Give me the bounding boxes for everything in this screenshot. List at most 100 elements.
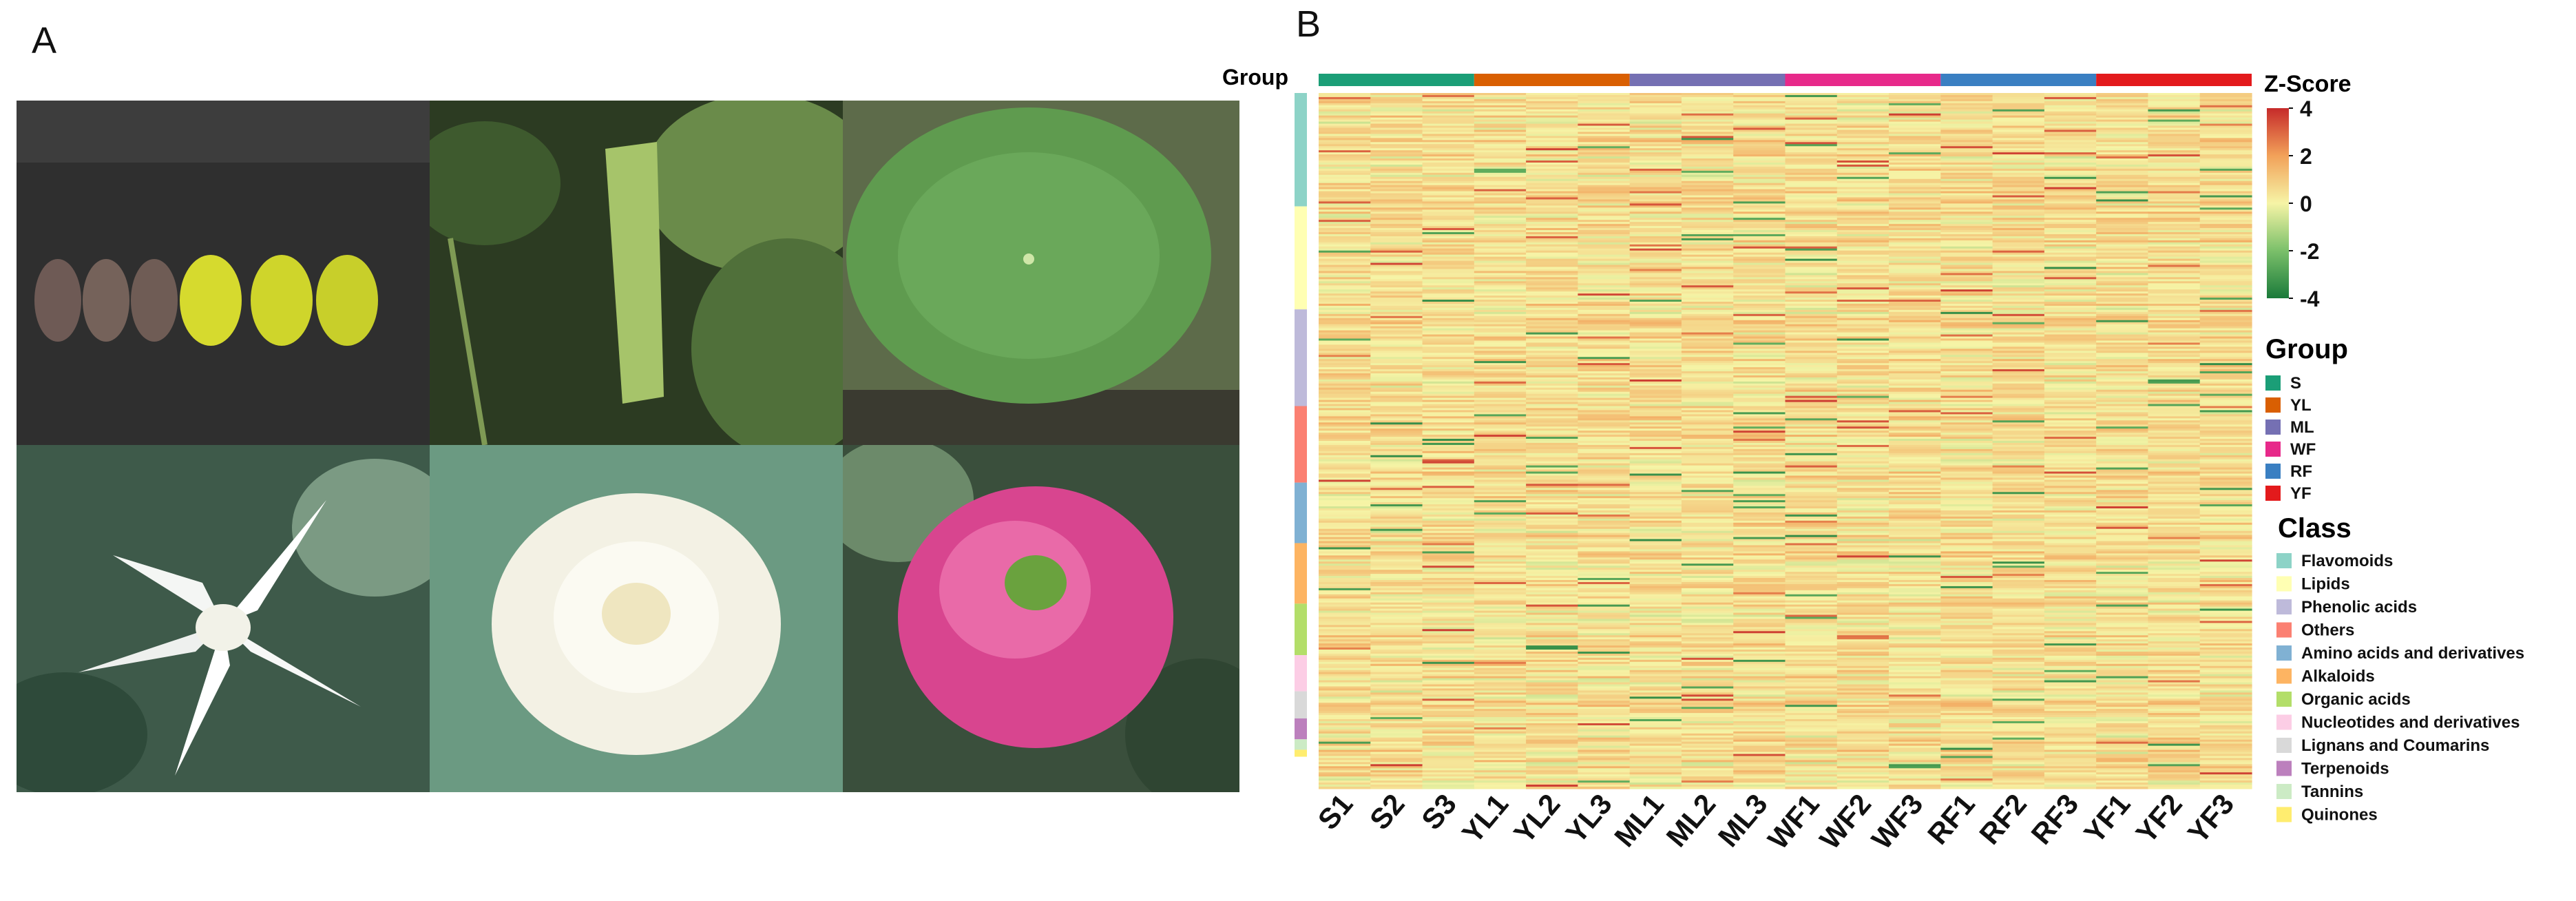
heatmap-cell: [1578, 504, 1631, 507]
heatmap-cell: [1526, 132, 1578, 135]
heatmap-cell: [1836, 623, 1889, 625]
heatmap-cell: [1629, 185, 1682, 188]
heatmap-cell: [1785, 111, 1838, 114]
heatmap-cell: [1733, 439, 1786, 442]
heatmap-cell: [2096, 158, 2149, 161]
heatmap-cell: [1370, 639, 1423, 642]
heatmap-cell: [2044, 395, 2097, 399]
heatmap-cell: [2096, 305, 2149, 309]
heatmap-cell: [2044, 508, 2097, 511]
heatmap-cell: [2044, 349, 2097, 351]
heatmap-cell: [1474, 127, 1527, 131]
cream-flower-photo: [430, 445, 843, 792]
heatmap-cell: [1526, 158, 1578, 161]
heatmap-cell: [1578, 279, 1631, 282]
heatmap-cell: [1836, 437, 1889, 439]
heatmap-cell: [1992, 547, 2045, 550]
heatmap-cell: [1526, 164, 1578, 167]
heatmap-cell: [2096, 125, 2149, 129]
heatmap-cell: [1422, 492, 1475, 495]
heatmap-cell: [1836, 242, 1889, 245]
heatmap-cell: [1422, 113, 1475, 116]
heatmap-cell: [1889, 619, 1941, 622]
heatmap-cell: [1629, 365, 1682, 368]
heatmap-cell: [1526, 410, 1578, 413]
heatmap-cell: [1940, 471, 1993, 475]
heatmap-cell: [1992, 318, 2045, 321]
heatmap-cell: [2044, 484, 2097, 486]
heatmap-cell: [1733, 435, 1786, 437]
heatmap-cell: [1578, 627, 1631, 630]
heatmap-cell: [1422, 510, 1475, 513]
heatmap-cell: [2199, 617, 2252, 620]
heatmap-cell: [1370, 277, 1423, 280]
heatmap-cell: [1578, 592, 1631, 595]
heatmap-cell: [1889, 134, 1941, 136]
heatmap-cell: [1370, 424, 1423, 427]
heatmap-cell: [1370, 651, 1423, 654]
heatmap-cell: [2044, 391, 2097, 395]
heatmap-cell: [1319, 134, 1371, 136]
heatmap-cell: [1474, 506, 1527, 509]
heatmap-cell: [1370, 353, 1423, 355]
heatmap-cell: [1733, 648, 1786, 650]
heatmap-cell: [1370, 170, 1423, 174]
heatmap-cell: [2199, 138, 2252, 141]
heatmap-cell: [1992, 168, 2045, 172]
heatmap-cell: [1370, 115, 1423, 118]
heatmap-cell: [1370, 416, 1423, 419]
heatmap-cell: [1733, 125, 1786, 129]
heatmap-cell: [1629, 230, 1682, 233]
heatmap-cell: [1940, 344, 1993, 347]
heatmap-cell: [1889, 359, 1941, 362]
heatmap-cell: [1785, 172, 1838, 176]
heatmap-cell: [1319, 532, 1371, 536]
heatmap-cell: [1733, 553, 1786, 556]
heatmap-cell: [1940, 262, 1993, 266]
heatmap-cell: [1992, 193, 2045, 196]
heatmap-cell: [1422, 377, 1475, 380]
heatmap-cell: [1578, 426, 1631, 429]
heatmap-cell: [1889, 469, 1941, 473]
heatmap-cell: [1681, 410, 1734, 413]
heatmap-cell: [1578, 623, 1631, 625]
heatmap-cell: [1836, 455, 1889, 458]
heatmap-cell: [1836, 113, 1889, 116]
heatmap-cell: [2096, 355, 2149, 358]
heatmap-cell: [2199, 226, 2252, 229]
heatmap-cell: [1785, 406, 1838, 409]
heatmap-cell: [1681, 305, 1734, 309]
heatmap-cell: [1836, 389, 1889, 393]
heatmap-cell: [1681, 346, 1734, 349]
heatmap-cell: [1992, 629, 2045, 632]
heatmap-cell: [1733, 300, 1786, 302]
heatmap-cell: [1836, 172, 1889, 176]
heatmap-cell: [1319, 465, 1371, 468]
heatmap-cell: [2096, 627, 2149, 630]
heatmap-cell: [1370, 163, 1423, 165]
heatmap-cell: [1526, 572, 1578, 574]
heatmap-cell: [1422, 315, 1475, 319]
heatmap-cell: [1889, 526, 1941, 530]
heatmap-cell: [1319, 441, 1371, 444]
heatmap-cell: [1474, 121, 1527, 125]
heatmap-cell: [1836, 303, 1889, 307]
heatmap-cell: [1785, 512, 1838, 515]
heatmap-cell: [1785, 473, 1838, 477]
heatmap-cell: [1733, 528, 1786, 532]
heatmap-cell: [1319, 191, 1371, 194]
heatmap-cell: [2044, 581, 2097, 585]
heatmap-cell: [1681, 594, 1734, 597]
heatmap-cell: [1578, 391, 1631, 395]
heatmap-cell: [2044, 535, 2097, 538]
heatmap-cell: [1422, 522, 1475, 526]
heatmap-cell: [1681, 469, 1734, 473]
heatmap-cell: [1422, 473, 1475, 477]
heatmap-cell: [2199, 349, 2252, 351]
heatmap-cell: [1578, 293, 1631, 296]
heatmap-cell: [1785, 496, 1838, 499]
heatmap-cell: [1526, 420, 1578, 423]
heatmap-cell: [1889, 172, 1941, 176]
heatmap-cell: [1785, 532, 1838, 536]
heatmap-cell: [1629, 373, 1682, 376]
